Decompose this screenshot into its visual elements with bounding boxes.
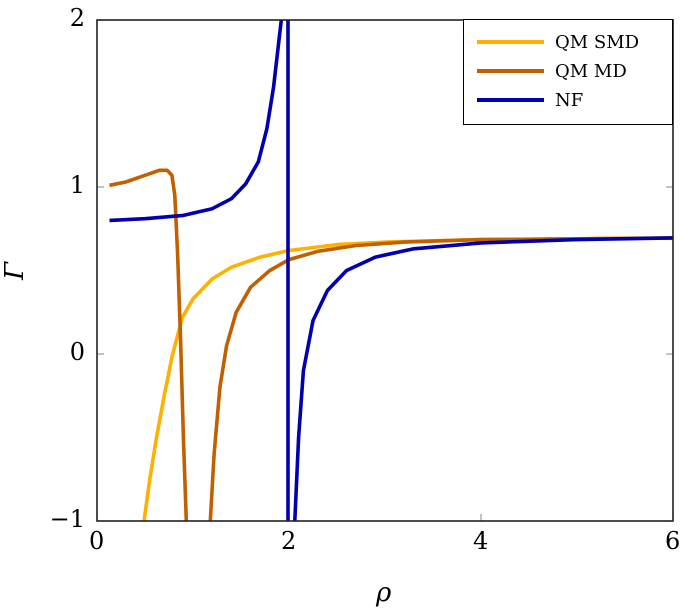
legend-label: QM MD: [555, 60, 627, 82]
y-tick-label: 2: [69, 4, 85, 32]
series-line: [293, 236, 673, 521]
plot-frame: [96, 19, 674, 522]
legend-swatch: [477, 98, 544, 102]
series-line: [208, 236, 673, 521]
x-tick-label: 6: [665, 527, 681, 555]
series-line: [142, 236, 673, 521]
x-tick-label: 2: [281, 527, 297, 555]
legend-swatch: [477, 40, 544, 44]
data-series: [109, 20, 673, 521]
x-tick-label: 0: [89, 527, 105, 555]
y-tick-label: 1: [69, 171, 85, 199]
legend-label: QM SMD: [555, 31, 640, 53]
legend-swatch: [477, 69, 544, 73]
y-axis-label: Γ: [0, 261, 31, 281]
legend: QM SMD QM MD NF: [463, 19, 673, 125]
legend-label: NF: [555, 89, 584, 111]
series-line: [109, 168, 189, 521]
x-axis-label: ρ: [376, 578, 392, 608]
y-tick-label: 0: [69, 338, 85, 366]
x-tick-label: 4: [473, 527, 489, 555]
series-line: [109, 20, 284, 223]
y-tick-label: −1: [49, 505, 85, 533]
